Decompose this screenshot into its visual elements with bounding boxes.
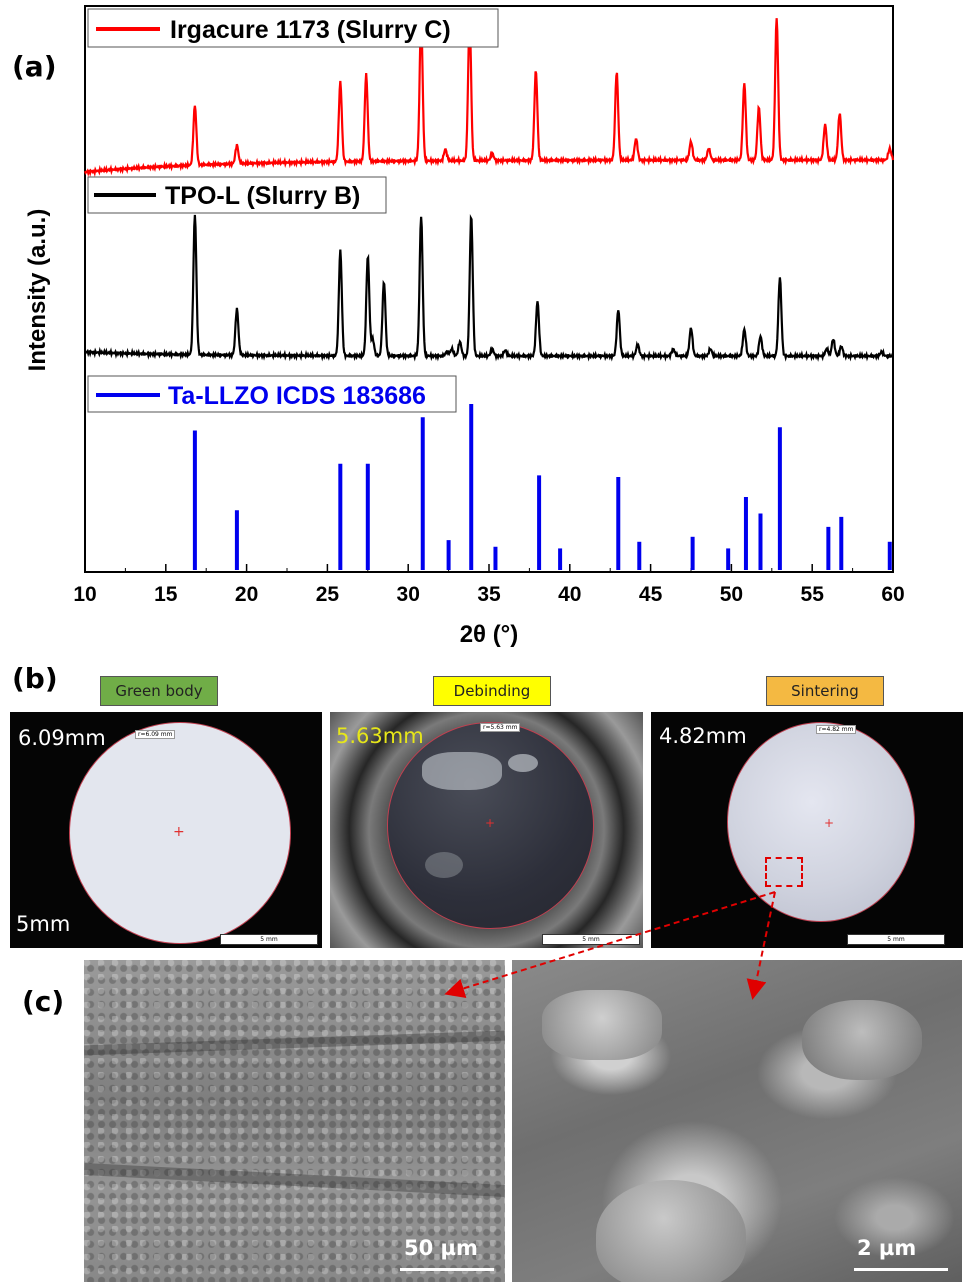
zoom-arrow-right [746, 891, 776, 1000]
center-mark: + [824, 816, 835, 830]
x-tick-label: 45 [639, 583, 663, 606]
stage-label-debinding: Debinding [433, 676, 551, 706]
center-mark: + [173, 824, 185, 840]
debinding-light-patch [425, 852, 463, 878]
pellet-small-label: r=5.63 mm [480, 723, 521, 732]
diameter-debinding: 5.63mm [336, 724, 424, 748]
x-tick-label: 55 [801, 583, 825, 606]
pellet-small-label: r=4.82 mm [816, 725, 857, 734]
photo-debinding: + r=5.63 mm 5.63mm 5 mm [330, 712, 643, 948]
sem-grain [542, 990, 662, 1060]
zoom-arrow-left [444, 891, 776, 999]
scalebar-text: 5 mm [260, 936, 278, 943]
debinding-light-patch [422, 752, 502, 790]
legend-label-tallzo: Ta-LLZO ICDS 183686 [168, 382, 426, 410]
scalebar-sintering: 5 mm [847, 934, 945, 945]
x-tick-labels: 10 15 20 25 30 35 40 45 50 55 60 [73, 583, 904, 606]
sem-image-high-mag: 2 µm [512, 960, 962, 1282]
sem-grain [596, 1180, 746, 1282]
pellet-small-label: r=6.09 mm [135, 730, 176, 739]
pellet-sintering [727, 722, 915, 922]
pellet-green-body [69, 722, 291, 944]
sem-scale-label-left: 50 µm [404, 1236, 478, 1260]
panel-label-a: (a) [12, 50, 57, 83]
legend-irgacure: Irgacure 1173 (Slurry C) [87, 8, 499, 48]
series-sticks-tallzo [192, 404, 892, 570]
x-tick-label: 40 [558, 583, 581, 606]
series-line-tpol [83, 213, 895, 362]
series-line-irgacure [83, 17, 895, 178]
x-axis-label: 2θ (°) [460, 621, 519, 648]
stage-label-sintering: Sintering [766, 676, 884, 706]
legend-tpol: TPO-L (Slurry B) [87, 176, 387, 214]
x-tick-label: 60 [881, 583, 904, 606]
x-tick-label: 15 [154, 583, 178, 606]
legend-label-irgacure: Irgacure 1173 (Slurry C) [170, 16, 451, 44]
scalebar-text: 5 mm [887, 936, 905, 943]
sem-scalebar-right [854, 1268, 948, 1271]
sem-scalebar-left [400, 1268, 494, 1271]
zoom-region-box [765, 857, 803, 887]
photo-sintering: + r=4.82 mm 4.82mm 5 mm [651, 712, 963, 948]
scalebar-debinding: 5 mm [542, 934, 640, 945]
legend-label-tpol: TPO-L (Slurry B) [165, 182, 360, 210]
legend-tallzo: Ta-LLZO ICDS 183686 [87, 375, 457, 413]
debinding-light-patch [508, 754, 538, 772]
x-tick-label: 25 [316, 583, 340, 606]
diameter-sintering: 4.82mm [659, 724, 747, 748]
stage-label-green-body: Green body [100, 676, 218, 706]
x-tick-label: 20 [235, 583, 258, 606]
x-tick-label: 10 [73, 583, 96, 606]
y-axis-label: Intensity (a.u.) [24, 209, 51, 372]
sem-scale-label-right: 2 µm [857, 1236, 917, 1260]
sem-image-low-mag: 50 µm [84, 960, 505, 1282]
sem-grain [802, 1000, 922, 1080]
x-tick-label: 30 [397, 583, 420, 606]
x-tick-label: 35 [477, 583, 501, 606]
x-tick-marks [84, 564, 894, 572]
series-layer [83, 17, 895, 570]
photo-green-body: + r=6.09 mm 6.09mm 5mm 5 mm [10, 712, 322, 948]
center-mark: + [485, 816, 496, 830]
panel-label-c: (c) [22, 985, 65, 1018]
xrd-chart: 10 15 20 25 30 35 40 45 50 55 60 Irgacure 1173 (Sl… [24, 5, 905, 648]
panel-label-b: (b) [12, 662, 58, 695]
scalebar-text: 5 mm [582, 936, 600, 943]
scalebar-green-body: 5 mm [220, 934, 318, 945]
diameter-green-body: 6.09mm [18, 726, 106, 750]
scale-label-green-body: 5mm [16, 912, 71, 936]
x-tick-label: 50 [720, 583, 743, 606]
